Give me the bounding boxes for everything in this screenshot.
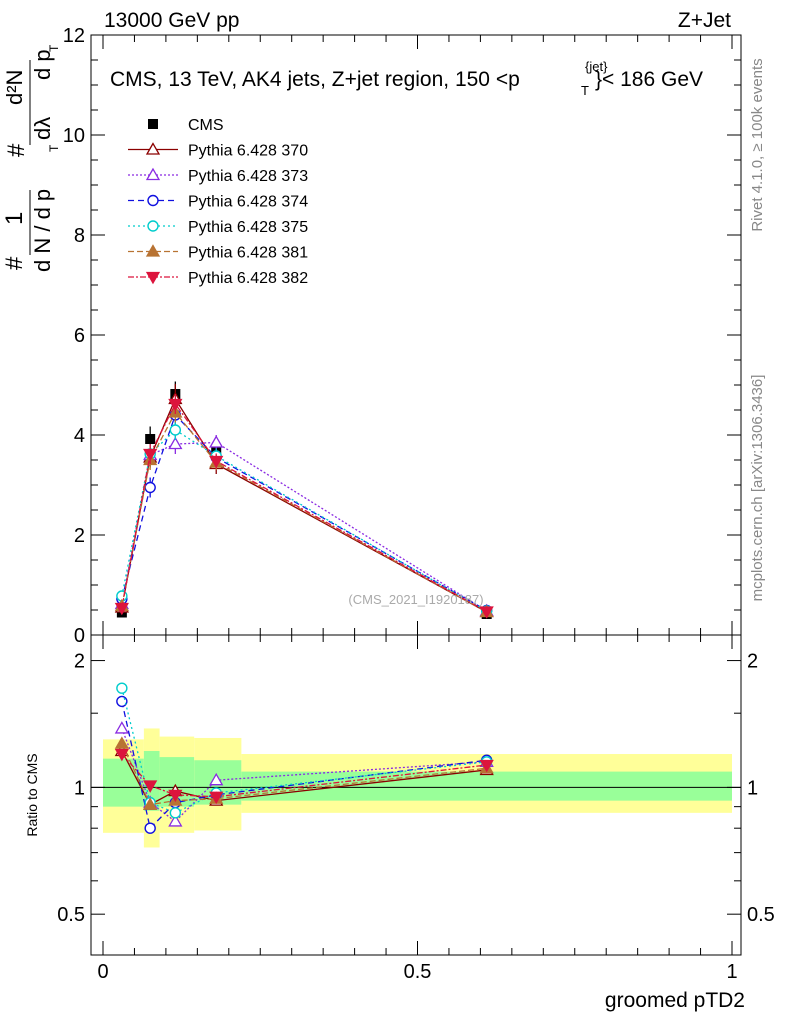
ratio-point	[114, 721, 129, 734]
main-ytick-label: 8	[74, 225, 85, 247]
main-ytick-label: 10	[63, 125, 85, 147]
svg-text:1: 1	[1, 212, 28, 225]
data-point	[114, 602, 129, 616]
legend-marker	[145, 142, 161, 155]
legend-label: Pythia 6.428 374	[188, 194, 308, 211]
x-tick-label: 1	[726, 961, 737, 983]
ratio-panel-frame	[90, 634, 742, 956]
ratio-point	[116, 682, 128, 694]
data-point	[168, 436, 183, 450]
main-series	[114, 381, 494, 619]
ratio-axes: 0.5 0.5 1 1 2 2 0 0.5 1	[57, 635, 775, 983]
series-4	[116, 420, 493, 617]
main-ytick-label: 4	[74, 425, 85, 447]
main-ytick-label: 0	[74, 625, 85, 647]
svg-text:dλ: dλ	[30, 117, 55, 140]
ratio-point	[143, 780, 158, 793]
legend-label: Pythia 6.428 381	[188, 245, 308, 262]
svg-text:d²N: d²N	[2, 70, 27, 105]
main-ytick-label: 12	[63, 25, 85, 47]
ratio-point	[209, 791, 224, 805]
ratio-point	[144, 822, 156, 834]
legend-marker	[147, 220, 159, 232]
ratio-series-5	[114, 748, 494, 805]
band-green	[103, 758, 144, 807]
data-point	[168, 398, 183, 412]
legend-item: Pythia 6.428 382	[128, 270, 308, 287]
main-axes: 0 2 4 6 8 10 12	[63, 25, 741, 647]
ratio-ytick-label-right: 2	[747, 651, 758, 673]
data-point	[144, 481, 156, 494]
ratio-uncertainty-bands	[103, 728, 732, 848]
series-2	[114, 434, 494, 617]
ratio-point	[168, 789, 183, 803]
ratio-point	[143, 797, 158, 810]
ratio-point	[479, 759, 494, 773]
main-ylabel: # 1 d N / d p T # d²N dλ d p T	[1, 44, 61, 272]
legend-label: Pythia 6.428 375	[188, 219, 308, 236]
ratio-ytick-label: 0.5	[57, 904, 85, 926]
svg-text:d p: d p	[30, 49, 55, 80]
ratio-point	[169, 807, 182, 819]
legend-item: CMS	[148, 117, 224, 134]
svg-text:#: #	[3, 143, 30, 157]
main-ytick-label: 2	[74, 525, 85, 547]
legend-item: Pythia 6.428 375	[128, 219, 308, 236]
legend-item: Pythia 6.428 370	[128, 142, 308, 160]
ratio-point	[116, 695, 128, 708]
legend-label: Pythia 6.428 373	[188, 168, 308, 185]
legend-label: Pythia 6.428 370	[188, 143, 308, 160]
legend: CMS Pythia 6.428 370 Pythia 6.428 373 Pythi…	[128, 117, 308, 287]
ratio-ytick-label-right: 0.5	[747, 904, 775, 926]
legend-item: Pythia 6.428 373	[128, 167, 308, 185]
data-point	[169, 424, 182, 436]
series-6	[114, 394, 494, 619]
legend-marker	[147, 194, 159, 207]
rivet-label: Rivet 4.1.0, ≥ 100k events	[749, 58, 766, 231]
legend-marker	[145, 244, 161, 257]
plot-title: CMS, 13 TeV, AK4 jets, Z+jet region, 150…	[110, 68, 520, 91]
ratio-point	[114, 748, 129, 762]
data-point	[209, 435, 224, 448]
x-tick-label: 0	[97, 961, 108, 983]
svg-text:T: T	[47, 44, 61, 52]
analysis-watermark: (CMS_2021_I1920187)	[348, 592, 483, 607]
legend-marker	[145, 167, 161, 181]
series-line	[121, 429, 488, 612]
ratio-series	[114, 682, 494, 834]
legend-item: Pythia 6.428 374	[128, 194, 308, 211]
ratio-line	[121, 728, 487, 823]
data-point	[209, 455, 224, 469]
legend-label: Pythia 6.428 382	[188, 270, 308, 287]
ratio-point	[114, 736, 129, 749]
data-point	[479, 606, 494, 619]
data-point	[145, 434, 156, 444]
legend-marker	[145, 271, 161, 285]
header-left: 13000 GeV pp	[104, 9, 239, 32]
x-tick-label: 0.5	[404, 961, 432, 983]
svg-text:d N / d p: d N / d p	[30, 189, 55, 272]
band-green	[241, 771, 732, 801]
main-ytick-label: 6	[74, 325, 85, 347]
ratio-ylabel: Ratio to CMS	[24, 753, 40, 836]
title-sup: {jet}	[585, 59, 608, 74]
series-line	[121, 441, 488, 612]
title-tail: }< 186 GeV	[595, 68, 703, 91]
x-axis-label: groomed pTD2	[605, 989, 745, 1012]
ratio-ytick-label-right: 1	[747, 777, 758, 799]
legend-marker	[148, 119, 158, 129]
svg-text:#: #	[1, 256, 28, 270]
mcplots-label: mcplots.cern.ch [arXiv:1306.3436]	[749, 375, 766, 602]
ratio-point	[168, 814, 183, 827]
data-point	[143, 448, 158, 462]
ratio-ytick-label: 1	[74, 777, 85, 799]
header-right: Z+Jet	[678, 9, 731, 32]
legend-label: CMS	[188, 117, 224, 134]
title-sub: T	[581, 83, 589, 98]
ratio-ytick-label: 2	[74, 651, 85, 673]
svg-text:T: T	[47, 144, 61, 152]
legend-item: Pythia 6.428 381	[128, 244, 308, 262]
ratio-point	[209, 772, 224, 786]
